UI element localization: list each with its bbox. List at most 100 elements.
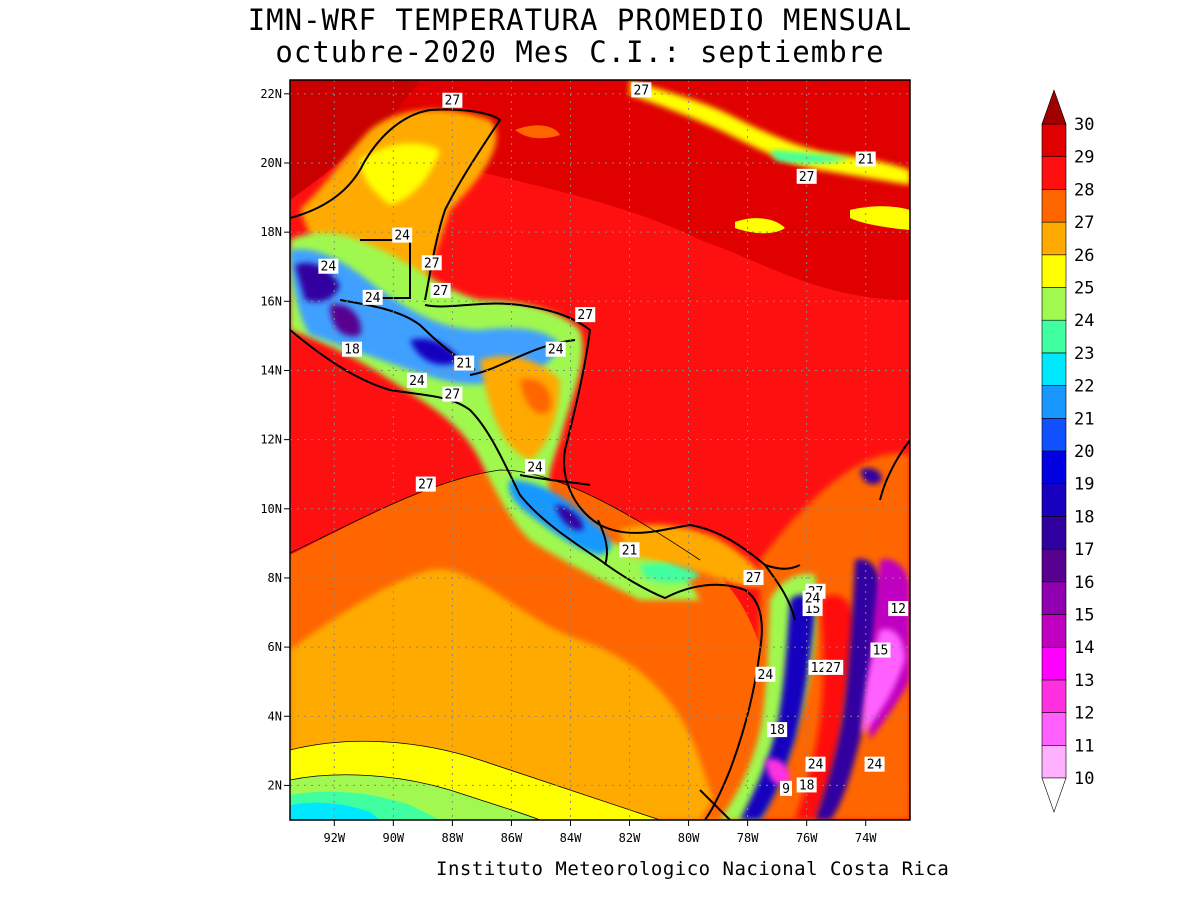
- colorbar-label: 19: [1074, 475, 1094, 495]
- colorbar-label: 30: [1074, 115, 1094, 135]
- colorbar-label: 11: [1074, 736, 1094, 756]
- contour-label-value: 24: [867, 758, 883, 773]
- lon-tick-label: 82W: [619, 831, 641, 845]
- contour-label-value: 24: [548, 343, 564, 358]
- cauca-valley: [795, 595, 855, 820]
- contour-label: 9: [780, 780, 792, 797]
- costa-rica-peak: [555, 505, 584, 531]
- contour-label: 27: [743, 569, 764, 586]
- colorbar-label: 18: [1074, 507, 1094, 527]
- nicaragua-lowlands: [480, 356, 560, 460]
- contour-label-value: 24: [394, 229, 410, 244]
- colorbar-swatch: [1041, 614, 1067, 648]
- isla-juventud: [515, 125, 560, 139]
- honduras-highlands: [410, 338, 460, 365]
- colorbar-label: 26: [1074, 246, 1094, 266]
- contour-label: 24: [802, 590, 823, 607]
- contour-label-box: [454, 355, 475, 371]
- yucatan-coast: [290, 108, 502, 301]
- colorbar-label: 24: [1074, 311, 1094, 331]
- contour-label-value: 27: [418, 478, 434, 493]
- colorbar-max-arrow: [1041, 89, 1067, 125]
- contour-label: 27: [796, 168, 817, 185]
- contour-label-box: [318, 258, 339, 274]
- costa-rica-border: [519, 474, 591, 486]
- contour-label-value: 24: [527, 460, 543, 475]
- pacific-field-22: [290, 802, 380, 820]
- map-frame: [289, 79, 911, 821]
- contour-label-box: [755, 666, 776, 682]
- isotherm-27-pacific: [290, 469, 701, 561]
- contour-label: 21: [855, 151, 876, 168]
- colorbar-swatch: [1041, 123, 1067, 158]
- contour-label-box: [362, 289, 383, 305]
- cuba-east-highlands: [770, 150, 850, 164]
- lon-tick-label: 80W: [678, 831, 700, 845]
- contour-label-value: 21: [456, 357, 472, 372]
- colorbar-swatch: [1041, 287, 1067, 321]
- contour-label-box: [525, 459, 546, 475]
- contour-label: 27: [823, 659, 844, 676]
- contour-label-box: [780, 780, 792, 796]
- colorbar-label: 25: [1074, 279, 1094, 299]
- contour-label-value: 18: [344, 343, 360, 358]
- contour-label-value: 18: [769, 723, 785, 738]
- temperature-field: [290, 80, 910, 820]
- colorbar-min-arrow: [1041, 777, 1067, 813]
- contour-label-box: [442, 386, 463, 402]
- lon-tick-label: 78W: [737, 831, 759, 845]
- colorbar-label: 14: [1074, 638, 1094, 658]
- contour-label-box: [619, 542, 640, 558]
- lat-tick-label: 14N: [260, 363, 282, 377]
- isotherm-lines: [290, 469, 701, 820]
- colorbar-label: 23: [1074, 344, 1094, 364]
- contour-label-box: [802, 590, 823, 606]
- colorbar-swatch: [1041, 548, 1067, 583]
- contour-label-box: [406, 372, 427, 388]
- colorbar-swatch: [1041, 319, 1067, 354]
- colorbar-swatch: [1041, 483, 1067, 517]
- contour-label: 24: [864, 756, 885, 773]
- andes-central-cordillera: [815, 559, 882, 820]
- contour-label-value: 27: [799, 170, 815, 185]
- contour-label-value: 27: [825, 661, 841, 676]
- lon-tick-label: 76W: [796, 831, 818, 845]
- hispaniola-island: [850, 206, 910, 230]
- contour-label-value: 15: [805, 602, 821, 617]
- contour-label-box: [342, 341, 362, 357]
- contour-label-value: 18: [799, 778, 815, 793]
- contour-label-value: 9: [782, 782, 790, 797]
- contour-label-value: 27: [424, 256, 440, 271]
- contour-label-box: [796, 168, 817, 184]
- colorbar-swatch: [1041, 221, 1067, 256]
- colorbar-label: 15: [1074, 606, 1094, 626]
- contour-label-box: [870, 642, 891, 658]
- graticule: [290, 80, 910, 820]
- colorbar-swatch: [1041, 712, 1067, 746]
- colorbar-swatch: [1041, 417, 1067, 452]
- nudo-de-pastos: [765, 758, 790, 785]
- contour-label-value: 27: [746, 571, 762, 586]
- contour-label: 21: [619, 542, 640, 558]
- lon-tick-label: 90W: [382, 831, 404, 845]
- contour-label-box: [767, 722, 788, 738]
- contour-label-box: [864, 756, 885, 772]
- nicaragua-lake-area: [520, 379, 551, 414]
- guatemala-peak-15: [330, 304, 361, 337]
- colorbar-swatch: [1041, 581, 1067, 615]
- lat-tick-label: 2N: [268, 778, 282, 792]
- contour-label-box: [575, 307, 596, 323]
- map-title: IMN-WRF TEMPERATURA PROMEDIO MENSUAL: [247, 3, 913, 37]
- yucatan-inland: [360, 143, 440, 205]
- contour-label-value: 27: [445, 388, 461, 403]
- contour-label: 21: [454, 355, 475, 372]
- colorbar: 10 11 12 13 14 15 16 17 18 19 20 21 22 23 24 25 26 27 28 29…: [1041, 89, 1094, 813]
- isotherm-24: [290, 774, 541, 820]
- lat-tick-label: 10N: [260, 502, 282, 516]
- costa-rica-highlands: [508, 480, 611, 555]
- andes-western-cordillera: [740, 594, 815, 820]
- colorbar-label: 20: [1074, 442, 1094, 462]
- contour-label: 27: [442, 386, 463, 403]
- contour-label-value: 15: [873, 644, 889, 659]
- lon-tick-label: 92W: [323, 831, 345, 845]
